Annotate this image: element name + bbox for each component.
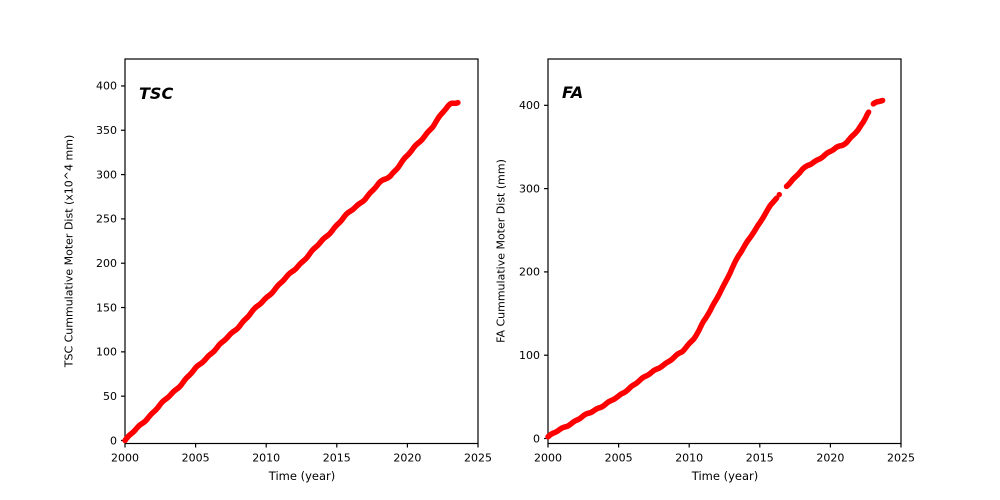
x-tick-label: 2015 bbox=[323, 452, 351, 465]
x-tick-label: 2005 bbox=[605, 452, 633, 465]
x-tick-label: 2020 bbox=[816, 452, 844, 465]
data-series bbox=[545, 97, 886, 440]
tsc-x-axis-label: Time (year) bbox=[268, 469, 336, 483]
fa-x-axis-label: Time (year) bbox=[691, 469, 759, 483]
x-tick-label: 2025 bbox=[887, 452, 915, 465]
y-tick-label: 400 bbox=[96, 80, 117, 93]
y-tick-label: 100 bbox=[96, 346, 117, 359]
y-tick-label: 350 bbox=[96, 124, 117, 137]
y-tick-label: 50 bbox=[103, 390, 117, 403]
x-tick-label: 2015 bbox=[746, 452, 774, 465]
x-tick-label: 2010 bbox=[252, 452, 280, 465]
y-tick-label: 250 bbox=[96, 213, 117, 226]
fa-y-axis-label: FA Cummulative Moter Dist (mm) bbox=[494, 159, 508, 343]
y-tick-label: 100 bbox=[519, 349, 540, 362]
tsc-annotation: TSC bbox=[139, 84, 174, 103]
x-tick-label: 2005 bbox=[182, 452, 210, 465]
y-tick-label: 300 bbox=[96, 168, 117, 181]
tsc-y-axis-label: TSC Cummulative Moter Dist (x10^4 mm) bbox=[62, 134, 76, 368]
y-tick-label: 0 bbox=[110, 434, 117, 447]
y-tick-label: 150 bbox=[96, 301, 117, 314]
y-tick-label: 0 bbox=[533, 432, 540, 445]
x-tick-label: 2000 bbox=[534, 452, 562, 465]
x-tick-label: 2000 bbox=[111, 452, 139, 465]
x-tick-label: 2025 bbox=[464, 452, 492, 465]
y-tick-label: 400 bbox=[519, 99, 540, 112]
fa-annotation: FA bbox=[562, 83, 584, 102]
y-tick-label: 300 bbox=[519, 182, 540, 195]
y-tick-label: 200 bbox=[96, 257, 117, 270]
plot-frame bbox=[124, 58, 479, 445]
y-tick-label: 200 bbox=[519, 266, 540, 279]
plot-frame bbox=[547, 58, 902, 445]
x-tick-label: 2020 bbox=[393, 452, 421, 465]
data-series bbox=[122, 99, 461, 444]
x-tick-label: 2010 bbox=[675, 452, 703, 465]
